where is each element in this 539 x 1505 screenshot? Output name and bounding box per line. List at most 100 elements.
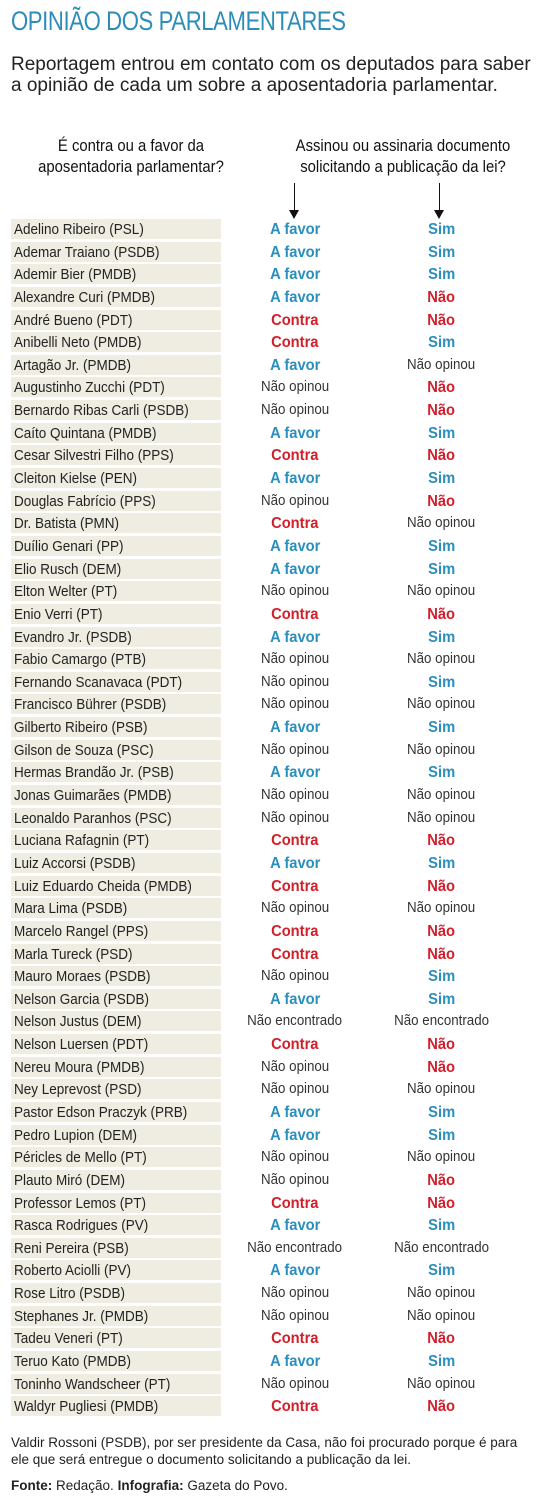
position-value: A favor (269, 356, 321, 374)
deputy-name-cell: Luiz Eduardo Cheida (PMDB) (11, 875, 221, 896)
signature-cell: Não (369, 1396, 514, 1416)
signature-value: Não opinou (407, 741, 476, 758)
position-value: Não opinou (260, 696, 330, 713)
table-row: Augustinho Zucchi (PDT) Não opinou Não (11, 377, 523, 400)
deputy-name-cell: Pedro Lupion (DEM) (11, 1124, 221, 1145)
table-row: Dr. Batista (PMN) Contra Não opinou (11, 513, 523, 536)
deputy-name: Pedro Lupion (DEM) (14, 1126, 138, 1144)
signature-cell: Sim (369, 219, 514, 239)
position-cell: A favor (221, 853, 369, 873)
signature-cell: Sim (369, 762, 514, 782)
position-cell: Não opinou (221, 898, 369, 918)
signature-value: Não (427, 1058, 456, 1076)
deputy-name: Mara Lima (PSDB) (14, 900, 128, 918)
position-cell: Não opinou (221, 400, 369, 420)
signature-cell: Sim (369, 966, 514, 986)
position-cell: Não opinou (221, 1079, 369, 1099)
signature-cell: Sim (369, 672, 514, 692)
position-value: Contra (271, 877, 319, 895)
signature-cell: Sim (369, 264, 514, 284)
deputy-name-cell: Toninho Wandscheer (PT) (11, 1373, 221, 1394)
signature-cell: Não opinou (369, 355, 514, 375)
signature-value: Não (427, 1398, 456, 1416)
position-value: Contra (271, 832, 319, 850)
position-cell: Contra (221, 944, 369, 964)
position-cell: Contra (221, 1328, 369, 1348)
deputies-table: Adelino Ribeiro (PSL) A favor Sim Ademar Tr… (11, 219, 523, 1419)
signature-cell: Sim (369, 1351, 514, 1371)
position-value: A favor (269, 537, 321, 555)
signature-cell: Sim (369, 468, 514, 488)
deputy-name-cell: Caíto Quintana (PMDB) (11, 422, 221, 443)
signature-value: Não (427, 1171, 456, 1189)
signature-value: Sim (428, 990, 455, 1008)
deputy-name-cell: Francisco Bührer (PSDB) (11, 694, 221, 715)
table-row: Nelson Justus (DEM) Não encontrado Não enc… (11, 1011, 523, 1034)
signature-value: Sim (428, 334, 455, 352)
position-value: A favor (269, 1103, 321, 1121)
table-row: Nereu Moura (PMDB) Não opinou Não (11, 1056, 523, 1080)
table-row: Tadeu Veneri (PT) Contra Não (11, 1328, 523, 1351)
page-title: OPINIÃO DOS PARLAMENTARES (11, 6, 346, 36)
signature-value: Não opinou (407, 809, 476, 826)
deputy-name: Luiz Eduardo Cheida (PMDB) (14, 877, 192, 895)
deputy-name-cell: Luiz Accorsi (PSDB) (11, 852, 221, 873)
deputy-name-cell: Elio Rusch (DEM) (11, 558, 221, 579)
position-cell: Não encontrado (221, 1011, 369, 1031)
table-row: Luiz Accorsi (PSDB) A favor Sim (11, 852, 523, 876)
position-value: A favor (269, 628, 321, 646)
position-value: A favor (269, 990, 321, 1008)
deputy-name: Pastor Edson Praczyk (PRB) (14, 1103, 188, 1121)
deputy-name-cell: Professor Lemos (PT) (11, 1192, 221, 1213)
arrow-down-icon (434, 183, 444, 219)
table-row: Adelino Ribeiro (PSL) A favor Sim (11, 219, 523, 242)
position-cell: Não opinou (221, 1306, 369, 1326)
position-value: Não opinou (260, 968, 330, 985)
column-header-signature: Assinou ou assinaria documento solicitan… (295, 137, 511, 176)
signature-cell: Não (369, 445, 514, 465)
deputy-name-cell: Marla Tureck (PSD) (11, 943, 221, 964)
deputy-name-cell: Rasca Rodrigues (PV) (11, 1215, 221, 1236)
position-value: Não opinou (260, 1307, 330, 1324)
signature-value: Não (427, 1330, 456, 1348)
signature-value: Não opinou (407, 515, 476, 532)
position-value: Não opinou (260, 673, 330, 690)
position-cell: A favor (221, 1351, 369, 1371)
position-value: Contra (271, 447, 319, 465)
deputy-name-cell: Nelson Justus (DEM) (11, 1011, 221, 1032)
deputy-name: Caíto Quintana (PMDB) (14, 424, 157, 442)
position-value: Contra (271, 922, 319, 940)
table-row: Rose Litro (PSDB) Não opinou Não opinou (11, 1283, 523, 1306)
position-value: A favor (269, 1217, 321, 1235)
table-row: Péricles de Mello (PT) Não opinou Não opin… (11, 1147, 523, 1170)
signature-cell: Sim (369, 1102, 514, 1122)
deputy-name-cell: Cesar Silvestri Filho (PPS) (11, 445, 221, 466)
table-row: Elton Welter (PT) Não opinou Não opinou (11, 581, 523, 604)
deputy-name-cell: Enio Verri (PT) (11, 603, 221, 624)
deputy-name-cell: Gilson de Souza (PSC) (11, 739, 221, 760)
position-value: A favor (269, 1353, 321, 1371)
position-cell: Contra (221, 513, 369, 533)
position-cell: Não opinou (221, 1283, 369, 1303)
deputy-name: Luciana Rafagnin (PT) (14, 832, 150, 850)
position-value: Não encontrado (247, 1013, 343, 1030)
deputy-name-cell: Jonas Guimarães (PMDB) (11, 785, 221, 806)
signature-cell: Sim (369, 717, 514, 737)
position-cell: Contra (221, 921, 369, 941)
table-row: Waldyr Pugliesi (PMDB) Contra Não (11, 1396, 523, 1419)
page-subtitle: Reportagem entrou em contato com os depu… (11, 54, 531, 96)
signature-cell: Não (369, 830, 514, 850)
deputy-name-cell: Artagão Jr. (PMDB) (11, 354, 221, 375)
deputy-name-cell: Augustinho Zucchi (PDT) (11, 377, 221, 398)
deputy-name: Evandro Jr. (PSDB) (14, 628, 132, 646)
position-value: Contra (271, 334, 319, 352)
deputy-name: Ney Leprevost (PSD) (14, 1081, 142, 1099)
deputy-name: Elton Welter (PT) (14, 583, 118, 601)
position-value: A favor (269, 266, 321, 284)
signature-cell: Não opinou (369, 649, 514, 669)
signature-value: Sim (428, 1126, 455, 1144)
position-cell: A favor (221, 242, 369, 262)
position-value: Não opinou (260, 900, 330, 917)
deputy-name-cell: Leonaldo Paranhos (PSC) (11, 807, 221, 828)
signature-value: Sim (428, 628, 455, 646)
